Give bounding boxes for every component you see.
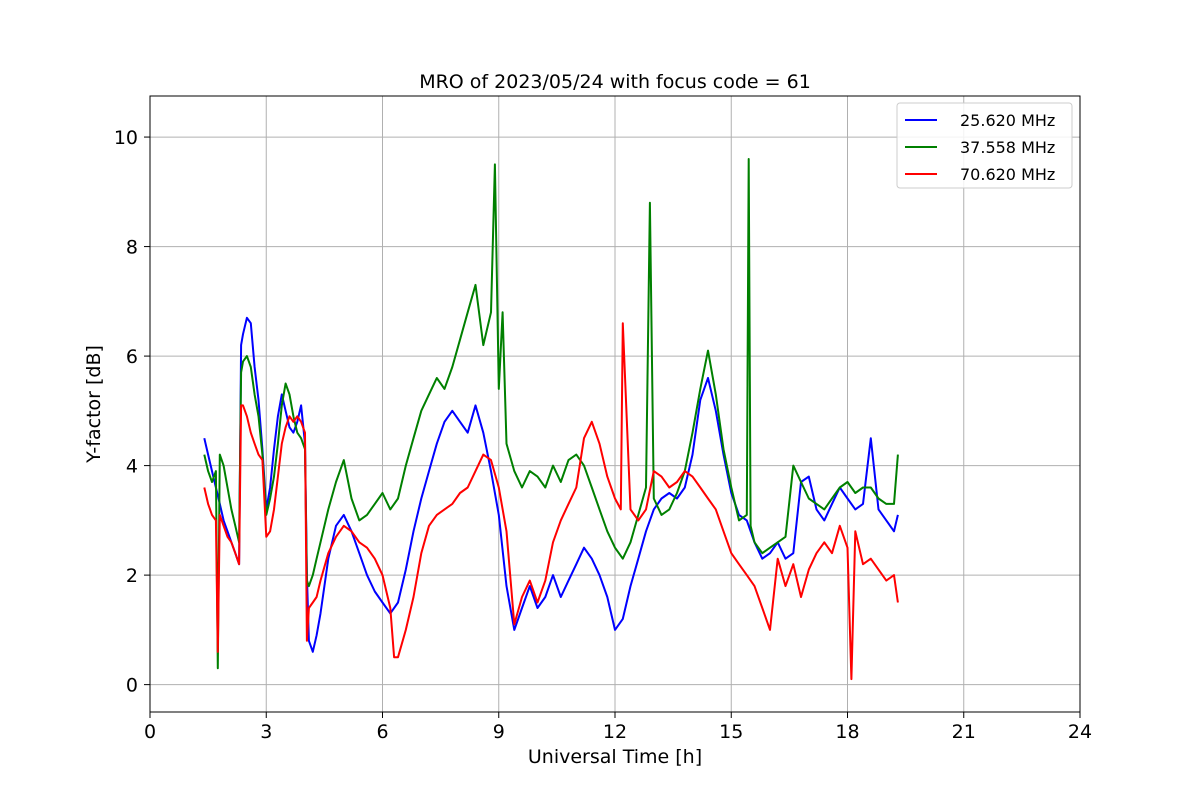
x-tick-label: 3	[260, 721, 272, 743]
legend: 25.620 MHz 37.558 MHz 70.620 MHz	[896, 102, 1073, 189]
series-line-1	[203, 316, 899, 653]
legend-label: 37.558 MHz	[960, 138, 1055, 157]
x-tick-label: 18	[835, 721, 859, 743]
x-tick-label: 12	[603, 721, 627, 743]
x-tick-label: 9	[493, 721, 505, 743]
y-axis-label: Y-factor [dB]	[83, 345, 105, 464]
x-tick-label: 15	[719, 721, 743, 743]
y-tick-label: 10	[114, 127, 138, 149]
y-tick-label: 4	[126, 456, 138, 478]
legend-label: 70.620 MHz	[960, 165, 1055, 184]
y-tick-label: 8	[126, 237, 138, 259]
x-tick-label: 21	[952, 721, 976, 743]
series-layer	[203, 158, 899, 681]
x-axis-label: Universal Time [h]	[528, 746, 702, 768]
y-tick-label: 0	[126, 675, 138, 697]
chart-title: MRO of 2023/05/24 with focus code = 61	[419, 71, 811, 93]
y-tick-label: 6	[126, 346, 138, 368]
x-tick-label: 0	[144, 721, 156, 743]
legend-box	[896, 102, 1073, 189]
series-line-2	[203, 158, 899, 670]
y-tick-label: 2	[126, 565, 138, 587]
x-tick-label: 6	[376, 721, 388, 743]
legend-label: 25.620 MHz	[960, 111, 1055, 130]
x-tick-label: 24	[1068, 721, 1092, 743]
series-line-3	[203, 322, 899, 681]
